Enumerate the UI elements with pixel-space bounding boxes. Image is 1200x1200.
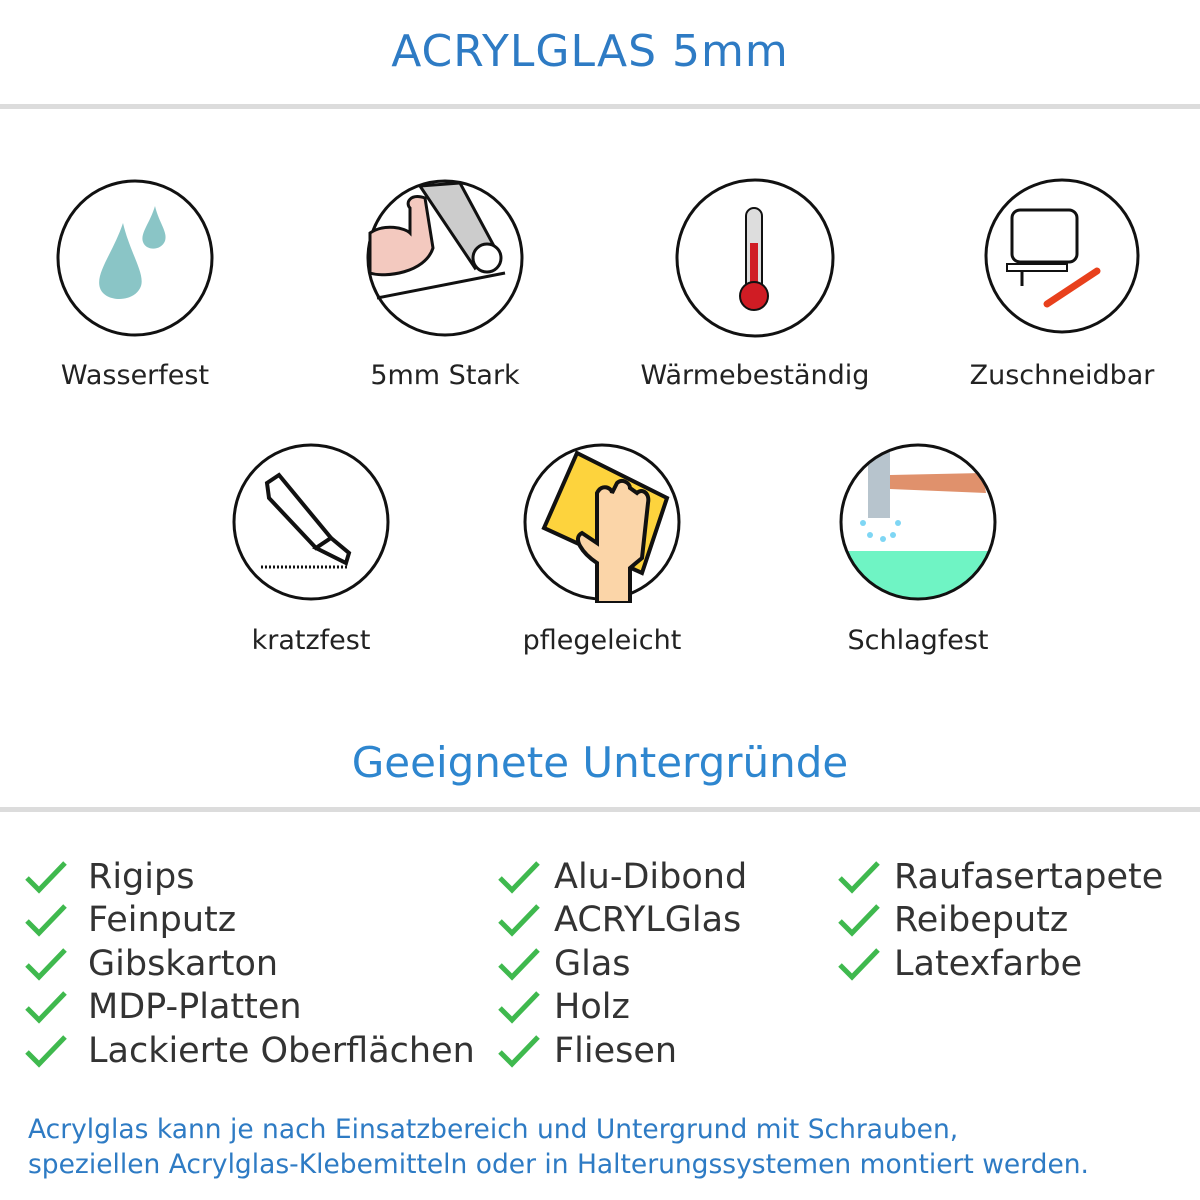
box-cutter-icon — [232, 443, 390, 601]
surface-label: ACRYLGlas — [554, 900, 742, 941]
cleaning-hand-icon — [523, 443, 681, 603]
check-icon — [498, 904, 540, 937]
surface-item: Lackierte Oberflächen — [25, 1029, 475, 1073]
surface-label: Lackierte Oberflächen — [88, 1030, 475, 1071]
feature-label: kratzfest — [251, 625, 371, 656]
feature-label: Wärmebeständig — [640, 360, 870, 391]
feature-schlagfest: Schlagfest — [788, 443, 1048, 656]
surface-label: Latexfarbe — [894, 943, 1083, 984]
check-icon — [498, 948, 540, 981]
surface-item: Rigips — [25, 855, 475, 899]
feature-label: Wasserfest — [60, 360, 210, 391]
check-icon — [25, 991, 67, 1024]
divider — [0, 807, 1200, 812]
feature-5mm-stark: 5mm Stark — [315, 178, 575, 391]
surface-label: Reibeputz — [894, 900, 1069, 941]
feature-pflegeleicht: pflegeleicht — [472, 443, 732, 656]
note-line: Acrylglas kann je nach Einsatzbereich un… — [28, 1114, 959, 1145]
check-icon — [25, 1035, 67, 1068]
surface-item: Glas — [498, 942, 747, 986]
surface-label: Alu-Dibond — [554, 856, 748, 897]
check-icon — [498, 1035, 540, 1068]
surface-label: Holz — [554, 987, 630, 1028]
check-icon — [498, 991, 540, 1024]
water-drops-icon — [56, 179, 214, 337]
divider — [0, 104, 1200, 109]
check-icon — [498, 861, 540, 894]
check-icon — [25, 904, 67, 937]
surface-label: Gibskarton — [88, 943, 279, 984]
surface-item: Latexfarbe — [838, 942, 1163, 986]
feature-waermebestaendig: Wärmebeständig — [625, 178, 885, 391]
surface-item: Gibskarton — [25, 942, 475, 986]
check-icon — [838, 861, 880, 894]
note-line: speziellen Acrylglas-Klebemitteln oder i… — [28, 1149, 1089, 1180]
surface-list-2: Alu-Dibond ACRYLGlas Glas Holz Fliesen — [498, 855, 747, 1073]
surface-item: MDP-Platten — [25, 986, 475, 1030]
surface-list-1: Rigips Feinputz Gibskarton MDP-Platten Lacki… — [25, 855, 475, 1073]
check-icon — [838, 904, 880, 937]
surface-label: Glas — [554, 943, 631, 984]
mounting-note: Acrylglas kann je nach Einsatzbereich un… — [28, 1112, 1089, 1182]
feature-zuschneidbar: Zuschneidbar — [932, 178, 1192, 391]
feature-wasserfest: Wasserfest — [5, 178, 265, 391]
surface-label: Raufasertapete — [894, 856, 1164, 897]
check-icon — [838, 948, 880, 981]
check-icon — [25, 948, 67, 981]
feature-label: Zuschneidbar — [969, 360, 1155, 391]
surface-list-3: Raufasertapete Reibeputz Latexfarbe — [838, 855, 1163, 986]
surface-label: MDP-Platten — [88, 987, 302, 1028]
hammer-impact-icon — [839, 443, 997, 601]
surface-label: Rigips — [88, 856, 195, 897]
page-title: ACRYLGLAS 5mm — [391, 26, 789, 77]
feature-label: Schlagfest — [847, 625, 989, 656]
check-icon — [25, 861, 67, 894]
surface-item: Holz — [498, 986, 747, 1030]
section-title: Geeignete Untergründe — [351, 738, 849, 787]
feature-label: 5mm Stark — [370, 360, 520, 391]
surface-label: Feinputz — [88, 900, 237, 941]
surface-item: ACRYLGlas — [498, 899, 747, 943]
surface-item: Feinputz — [25, 899, 475, 943]
surface-label: Fliesen — [554, 1030, 678, 1071]
jigsaw-cutter-icon — [984, 178, 1140, 334]
strong-arm-icon — [366, 179, 524, 337]
feature-label: pflegeleicht — [522, 625, 682, 656]
surface-item: Fliesen — [498, 1029, 747, 1073]
surface-item: Raufasertapete — [838, 855, 1163, 899]
surface-item: Alu-Dibond — [498, 855, 747, 899]
feature-kratzfest: kratzfest — [181, 443, 441, 656]
surface-item: Reibeputz — [838, 899, 1163, 943]
thermometer-icon — [675, 178, 835, 338]
